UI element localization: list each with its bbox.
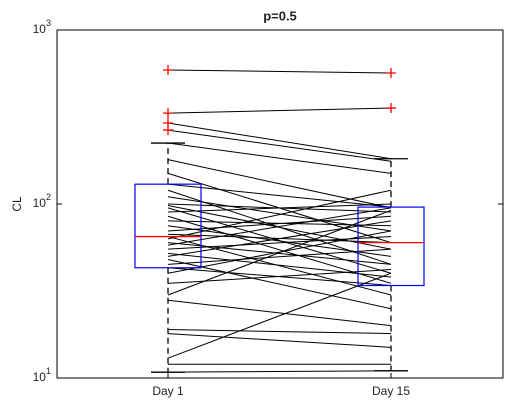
- x-tick-label: Day 1: [152, 384, 184, 398]
- pair-line: [167, 230, 392, 274]
- pair-line: [167, 183, 392, 208]
- outlier: [163, 108, 173, 119]
- x-tick-label: Day 15: [372, 384, 410, 398]
- outlier: [163, 125, 173, 136]
- pair-line: [167, 203, 392, 213]
- y-tick-label: 101: [33, 366, 51, 384]
- axes-frame: [56, 29, 504, 379]
- pair-line: [167, 159, 392, 209]
- pair-line: [167, 207, 392, 246]
- pair-line: [167, 107, 392, 114]
- pair-line: [167, 242, 392, 265]
- pair-line: [167, 236, 392, 250]
- box: [357, 206, 425, 287]
- pair-line: [167, 328, 392, 335]
- pair-line: [167, 258, 392, 310]
- y-axis-label: CL: [10, 196, 24, 212]
- pair-line: [167, 122, 392, 160]
- y-tick-label: 103: [33, 18, 51, 36]
- outlier: [163, 64, 173, 75]
- pair-line: [167, 209, 392, 296]
- pair-line: [167, 220, 392, 257]
- pair-line: [167, 189, 392, 240]
- outlier: [386, 103, 396, 114]
- pair-line: [167, 215, 392, 232]
- outlier: [386, 68, 396, 79]
- pair-line: [167, 69, 392, 74]
- pair-line: [167, 252, 392, 278]
- pair-line: [167, 299, 392, 327]
- pair-line: [167, 248, 392, 265]
- pair-line: [167, 205, 392, 250]
- pair-line: [167, 370, 392, 373]
- chart-title: p=0.5: [263, 8, 297, 23]
- pair-line: [167, 129, 392, 162]
- pair-line: [167, 333, 392, 348]
- pair-line: [167, 142, 392, 174]
- y-tick-label: 102: [33, 192, 51, 210]
- box: [134, 183, 202, 269]
- pair-line: [167, 272, 392, 359]
